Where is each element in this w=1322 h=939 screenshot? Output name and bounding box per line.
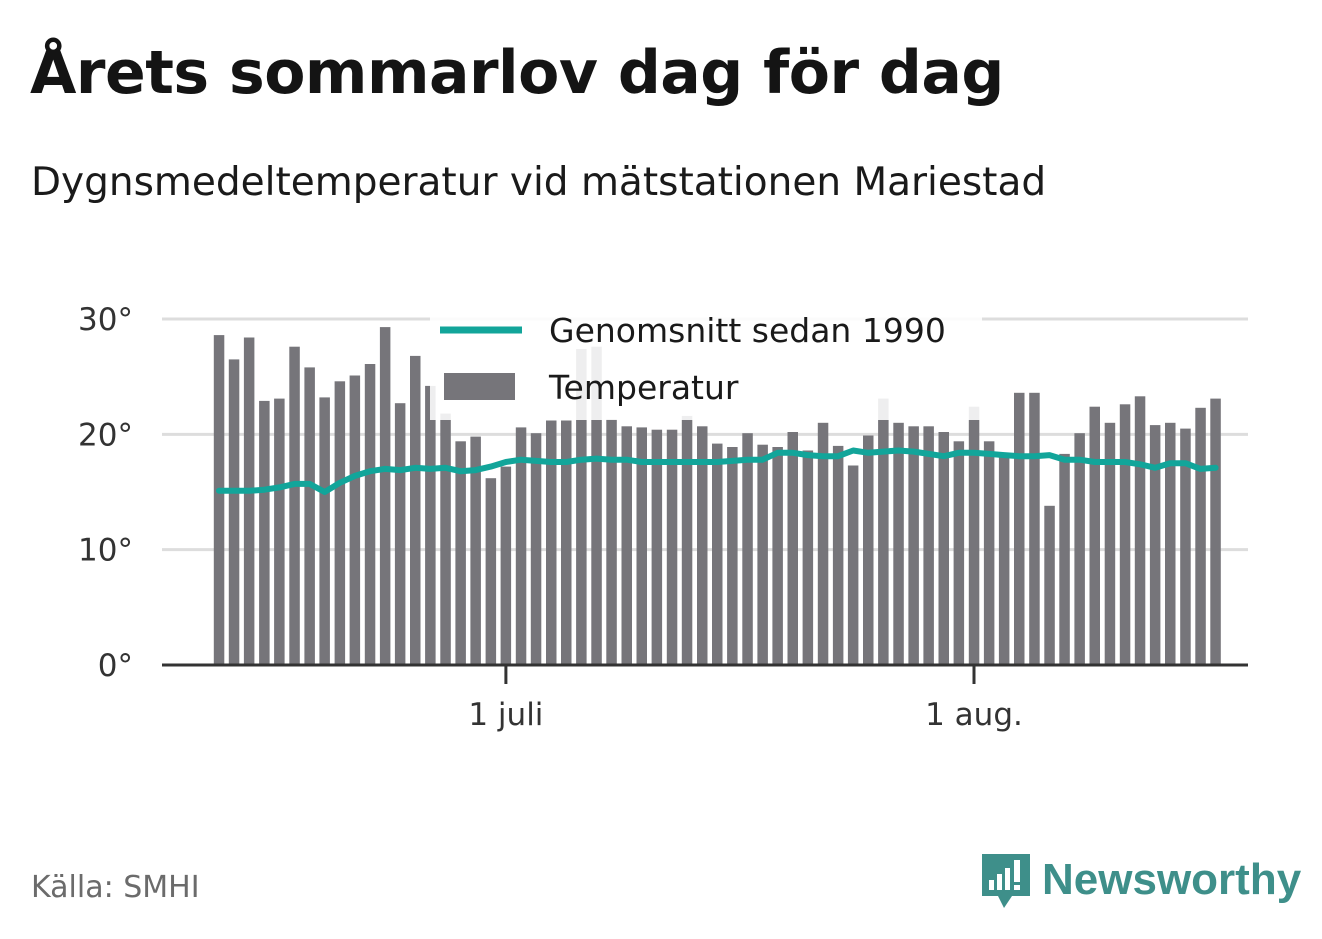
temperature-bar: [847, 465, 859, 665]
temperature-bar: [802, 450, 814, 665]
y-tick-label: 0°: [98, 648, 133, 684]
temperature-bar: [1134, 396, 1146, 665]
source-note: Källa: SMHI: [31, 870, 200, 905]
temperature-bar: [998, 457, 1010, 665]
temperature-bar: [923, 426, 934, 665]
brand-logo: Newsworthy: [980, 850, 1301, 910]
temperature-bar: [832, 445, 844, 665]
temperature-bar: [319, 397, 330, 665]
y-tick-label: 30°: [78, 302, 133, 338]
temperature-bar: [259, 400, 270, 665]
temperature-bars: [213, 327, 1221, 665]
temperature-bar: [455, 441, 466, 665]
temperature-bar: [908, 426, 919, 665]
temperature-bar: [1044, 505, 1055, 665]
temperature-bar: [863, 435, 874, 665]
chart-title: Årets sommarlov dag för dag: [30, 38, 1004, 108]
temperature-bar: [621, 426, 632, 665]
temperature-bar: [817, 422, 829, 665]
temperature-bar: [712, 443, 723, 665]
temperature-bar: [893, 422, 904, 665]
chart-subtitle: Dygnsmedeltemperatur vid mätstationen Ma…: [31, 160, 1047, 205]
temperature-bar: [1089, 406, 1100, 665]
axes: 1 juli 1 aug.: [162, 663, 1248, 733]
temperature-bar: [1074, 433, 1085, 665]
legend: Genomsnitt sedan 1990 Temperatur: [430, 300, 982, 420]
temperature-bar: [591, 346, 602, 665]
temperature-bar: [364, 364, 376, 665]
temperature-bar: [878, 398, 889, 665]
temperature-bar: [1180, 428, 1191, 665]
temperature-bar: [561, 420, 572, 665]
temperature-bar: [334, 381, 346, 665]
temperature-bar: [772, 447, 783, 665]
temperature-bar: [425, 385, 436, 665]
temperature-bar: [1210, 398, 1221, 665]
x-tick-label: 1 aug.: [925, 697, 1023, 733]
temperature-bar: [953, 441, 965, 665]
temperature-bar: [289, 346, 300, 665]
temperature-bar: [530, 433, 542, 665]
temperature-bar: [304, 367, 315, 665]
temperature-bar: [410, 355, 421, 665]
temperature-bar: [742, 433, 753, 665]
temperature-bar: [500, 466, 512, 665]
temperature-bar: [394, 403, 406, 665]
temperature-bar: [1119, 404, 1131, 665]
temperature-bar: [1104, 422, 1116, 665]
temperature-bar: [727, 447, 738, 665]
temperature-bar: [606, 419, 617, 665]
temperature-bar: [697, 426, 708, 665]
legend-label-line: Genomsnitt sedan 1990: [549, 311, 946, 350]
temperature-bar: [1165, 422, 1176, 665]
temperature-bar: [243, 337, 255, 665]
temperature-bar: [379, 327, 391, 665]
legend-swatch-bar: [444, 373, 515, 400]
temperature-bar: [349, 375, 361, 665]
temperature-bar: [636, 427, 647, 665]
temperature-bar: [666, 429, 678, 665]
legend-background: [430, 300, 982, 420]
temperature-bar: [213, 335, 225, 665]
temperature-bar: [651, 429, 663, 665]
y-tick-label: 10°: [78, 533, 133, 569]
x-tick-label: 1 juli: [468, 697, 543, 733]
temperature-bar: [546, 420, 557, 665]
temperature-bar: [1059, 453, 1070, 665]
legend-label-bar: Temperatur: [548, 368, 739, 407]
brand-name: Newsworthy: [1042, 855, 1302, 904]
temperature-bar: [576, 349, 587, 665]
newsworthy-logo-icon: [982, 854, 1030, 908]
temperature-bar: [983, 441, 995, 665]
temperature-bar: [470, 436, 481, 665]
temperature-bar: [757, 444, 768, 665]
temperature-bar: [787, 432, 798, 665]
temperature-bar: [274, 398, 285, 665]
temperature-bar: [228, 359, 240, 665]
average-line: [216, 447, 1219, 495]
temperature-bar: [1195, 407, 1206, 665]
temperature-bar: [1029, 392, 1040, 665]
temperature-bar: [968, 406, 980, 665]
temperature-bar: [485, 478, 497, 665]
temperature-bar: [938, 432, 949, 665]
y-tick-label: 20°: [78, 417, 133, 453]
temperature-bar: [440, 413, 451, 665]
temperature-bar: [681, 415, 693, 665]
temperature-bar: [1014, 392, 1025, 665]
temperature-bar: [515, 427, 527, 665]
temperature-bar: [1149, 425, 1161, 665]
